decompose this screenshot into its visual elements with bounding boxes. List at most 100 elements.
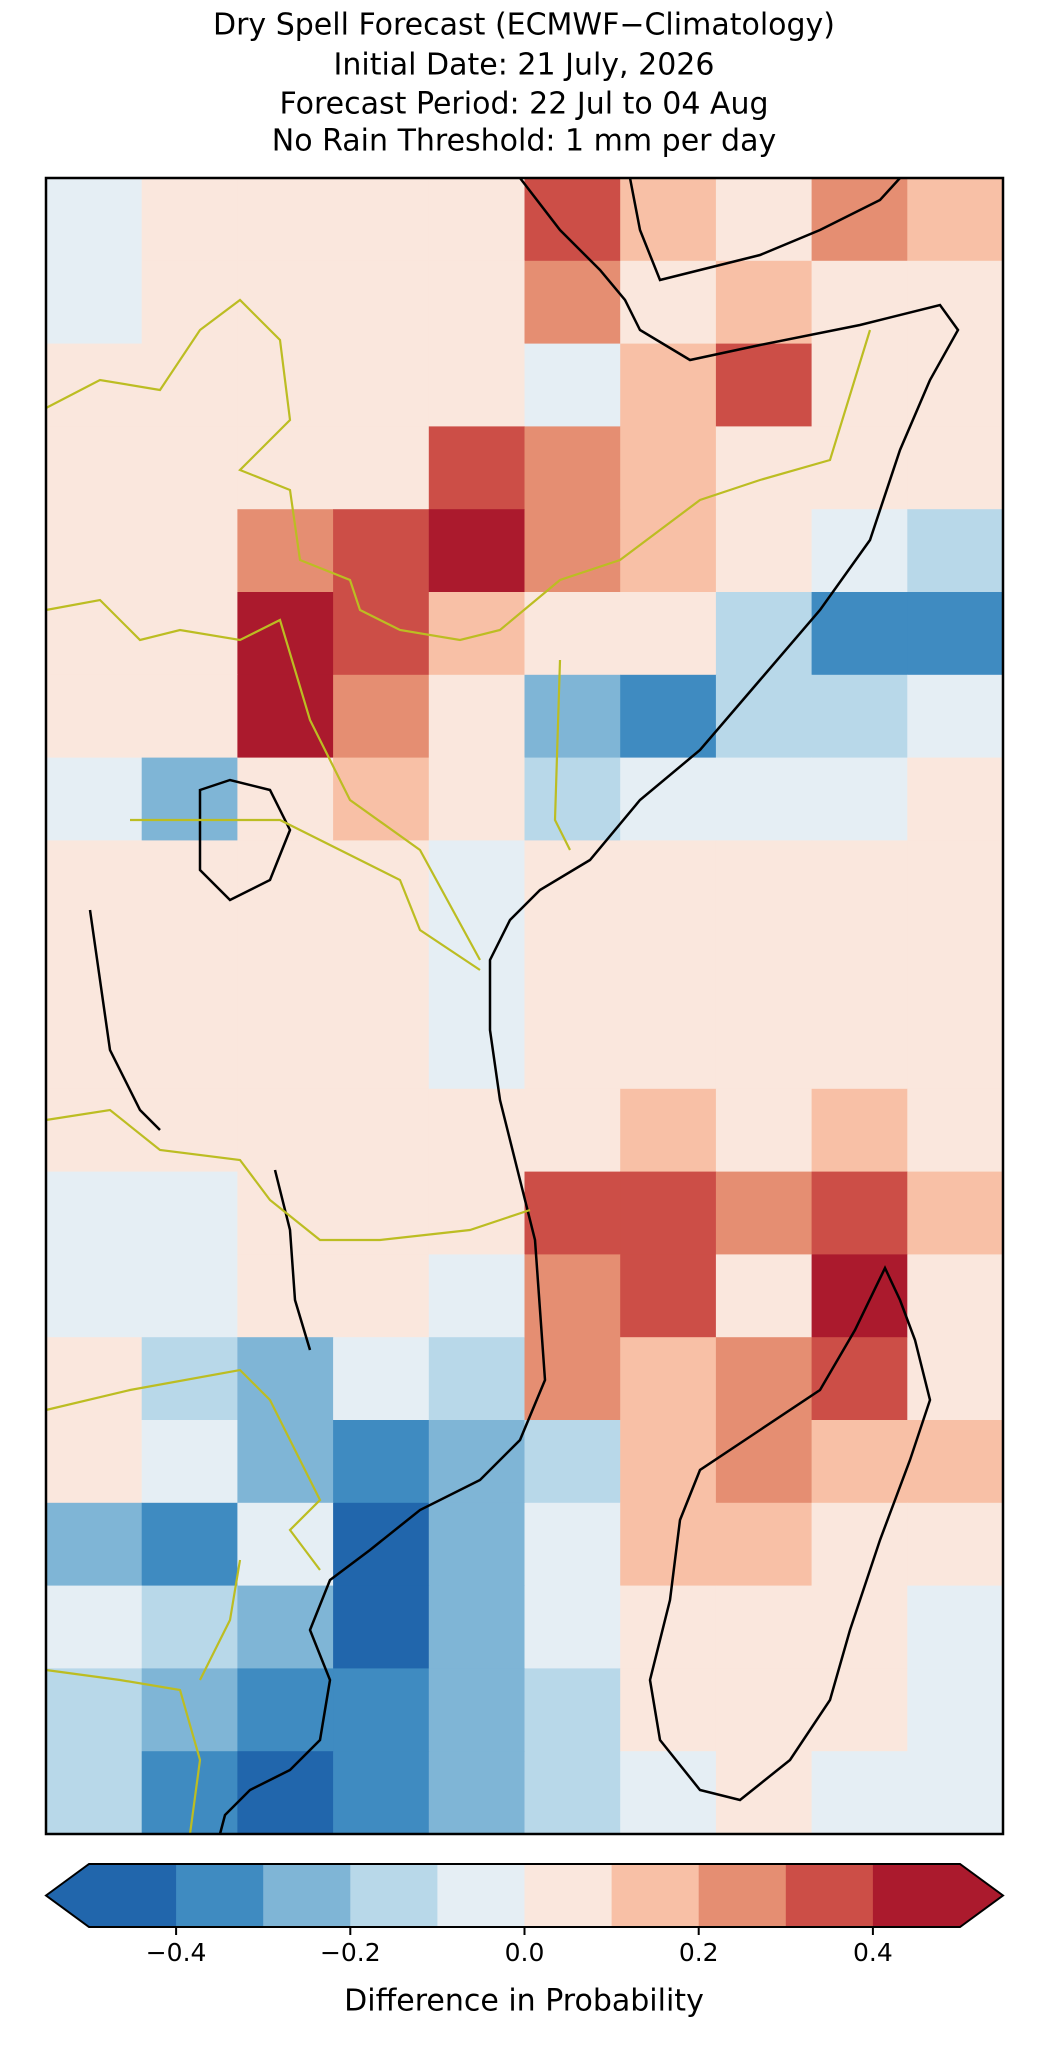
grid-cell <box>428 178 525 262</box>
grid-cell <box>907 840 1004 924</box>
grid-cell <box>620 178 717 262</box>
grid-cell <box>237 509 334 593</box>
colorbar-segment <box>263 1864 351 1927</box>
grid-cell <box>333 757 430 841</box>
grid-cell <box>237 1502 334 1587</box>
colorbar-segment <box>698 1864 787 1927</box>
grid-cell <box>333 923 430 1007</box>
grid-cell <box>907 1420 1004 1504</box>
grid-cell <box>46 1171 143 1255</box>
grid-cell <box>811 1088 908 1173</box>
grid-cell <box>524 1585 621 1669</box>
colorbar-outline <box>44 1863 1005 1928</box>
grid-cell <box>46 592 143 676</box>
grid-cell <box>620 1751 717 1835</box>
grid-cell <box>620 1585 717 1669</box>
grid-cell <box>141 1585 238 1669</box>
grid-cell <box>428 923 525 1007</box>
colorbar-segment <box>89 1864 177 1927</box>
grid-cell <box>141 1668 238 1752</box>
grid-cell <box>715 1171 813 1255</box>
grid-cell <box>715 426 813 510</box>
grid-cell <box>46 1254 143 1338</box>
grid-cell <box>141 1171 238 1255</box>
grid-cell <box>428 1171 525 1255</box>
border-line <box>45 1668 202 1835</box>
grid-cell <box>46 1006 143 1090</box>
grid-cell <box>428 1337 525 1421</box>
grid-cell <box>620 757 717 841</box>
coastlines <box>88 177 960 1835</box>
grid-cell <box>333 1088 430 1173</box>
grid-cell <box>620 1502 717 1587</box>
grid-cell <box>811 592 908 676</box>
grid-cell <box>907 592 1004 676</box>
grid-cell <box>237 1420 334 1504</box>
grid-cell <box>46 1420 143 1504</box>
grid-cell <box>428 1502 525 1587</box>
grid-cell <box>141 840 238 924</box>
grid-cell <box>715 1420 813 1504</box>
lake-malawi <box>273 1169 312 1351</box>
grid-cell <box>141 674 238 759</box>
grid-cell <box>620 343 717 427</box>
grid-cell <box>428 1254 525 1338</box>
grid-cell <box>46 260 143 345</box>
grid-cell <box>524 1502 621 1587</box>
border-line <box>199 1559 242 1681</box>
grid-cell <box>333 426 430 510</box>
title-line: Initial Date: 21 July, 2026 <box>334 48 715 83</box>
grid-cell <box>46 840 143 924</box>
grid-cell <box>524 509 621 593</box>
grid-cell <box>237 1337 334 1421</box>
grid-cell <box>620 923 717 1007</box>
grid-cell <box>428 343 525 427</box>
grid-cell <box>237 1254 334 1338</box>
grid-cell <box>907 1171 1004 1255</box>
grid-cell <box>524 592 621 676</box>
grid-cell <box>620 1668 717 1752</box>
grid-cell <box>428 426 525 510</box>
grid-cell <box>811 757 908 841</box>
grid-cell <box>907 1668 1004 1752</box>
grid-cell <box>141 343 238 427</box>
grid-cell <box>715 923 813 1007</box>
map-frame <box>44 176 1005 1836</box>
grid-cell <box>333 592 430 676</box>
grid-cell <box>620 1006 717 1090</box>
grid-cell <box>141 509 238 593</box>
grid-cell <box>715 260 813 345</box>
grid-cell <box>811 1751 908 1835</box>
grid-cell <box>237 1088 334 1173</box>
grid-cell <box>811 840 908 924</box>
grid-cell <box>46 1668 143 1752</box>
grid-cell <box>620 592 717 676</box>
grid-cell <box>907 1751 1004 1835</box>
grid-cell <box>333 260 430 345</box>
grid-cell <box>811 1502 908 1587</box>
grid-cell <box>524 1420 621 1504</box>
colorbar-tick-label: −0.2 <box>320 1938 381 1967</box>
grid-cell <box>141 1006 238 1090</box>
grid-cell <box>907 178 1004 262</box>
grid-cell <box>715 1502 813 1587</box>
grid-cell <box>715 674 813 759</box>
grid-cell <box>811 1668 908 1752</box>
grid-cell <box>907 426 1004 510</box>
grid-cell <box>141 1420 238 1504</box>
grid-cell <box>237 178 334 262</box>
grid-cell <box>620 840 717 924</box>
colorbar-segment <box>611 1864 700 1927</box>
grid-cell <box>428 592 525 676</box>
grid-cell <box>237 1751 334 1835</box>
grid-cell <box>524 1337 621 1421</box>
grid-cell <box>428 840 525 924</box>
grid-cell <box>811 1171 908 1255</box>
grid-cell <box>715 840 813 924</box>
colorbar-segment <box>437 1864 525 1927</box>
grid-cell <box>46 674 143 759</box>
title-line: Dry Spell Forecast (ECMWF−Climatology) <box>213 8 835 43</box>
grid-cell <box>524 757 621 841</box>
